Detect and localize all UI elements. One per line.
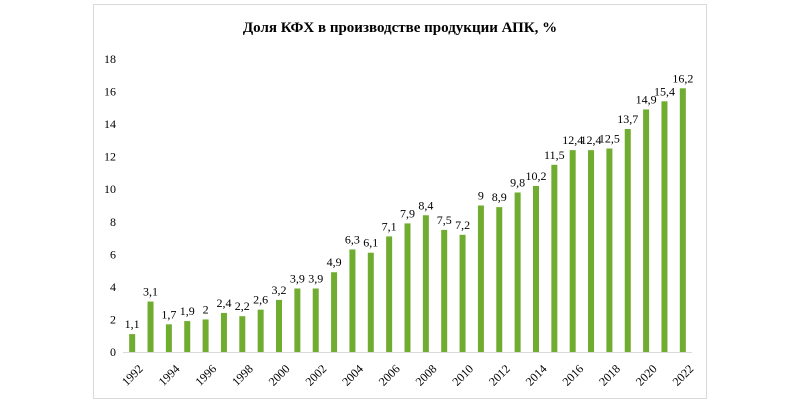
y-tick-label: 12	[104, 150, 116, 164]
data-label: 11,5	[544, 148, 565, 162]
x-tick-label: 2018	[596, 362, 623, 389]
data-label: 15,4	[654, 84, 675, 98]
bar	[257, 309, 264, 352]
data-label: 14,9	[636, 92, 657, 106]
bar	[422, 215, 429, 352]
bar	[367, 252, 374, 352]
data-label: 2	[203, 302, 209, 316]
bar	[184, 321, 191, 352]
data-label: 12,4	[581, 133, 602, 147]
bar	[239, 316, 246, 352]
x-tick-label: 1994	[156, 362, 183, 389]
y-tick-label: 4	[110, 280, 116, 294]
data-label: 7,9	[400, 206, 415, 220]
bar	[459, 234, 466, 352]
data-label: 1,1	[125, 317, 140, 331]
data-label: 6,1	[363, 236, 378, 250]
data-label: 8,4	[418, 198, 433, 212]
data-label: 3,1	[143, 285, 158, 299]
data-label: 9,8	[510, 175, 525, 189]
x-tick-label: 1996	[192, 362, 219, 389]
bar	[312, 288, 319, 352]
data-label: 12,5	[599, 132, 620, 146]
x-tick-label: 1992	[119, 362, 146, 389]
bar	[532, 185, 539, 352]
bar	[349, 249, 356, 352]
bar	[386, 236, 393, 352]
data-label: 12,4	[562, 133, 583, 147]
data-label: 4,9	[327, 255, 342, 269]
y-tick-label: 2	[110, 312, 116, 326]
bar	[220, 312, 227, 352]
data-label: 13,7	[617, 112, 638, 126]
data-label: 3,2	[272, 283, 287, 297]
x-tick-label: 2012	[486, 362, 513, 389]
bar	[551, 164, 558, 352]
data-labels: 1,13,11,7 1,9 2 2,4 2,2 2,63,23,9 3,94,96,3 6,1…	[125, 71, 694, 331]
bar	[129, 334, 136, 352]
bar	[679, 88, 686, 353]
y-tick-label: 6	[110, 247, 116, 261]
data-label: 2,2	[235, 299, 250, 313]
chart-title: Доля КФХ в производстве продукции АПК, %	[242, 20, 558, 36]
data-label: 10,2	[525, 169, 546, 183]
bar	[643, 109, 650, 352]
data-label: 16,2	[672, 71, 693, 85]
x-tick-label: 2020	[633, 362, 660, 389]
x-tick-label: 2006	[376, 362, 403, 389]
bar	[606, 148, 613, 352]
x-tick-label: 2010	[449, 362, 476, 389]
data-label: 8,9	[492, 190, 507, 204]
bar	[588, 150, 595, 352]
y-tick-label: 0	[110, 345, 116, 359]
data-label: 3,9	[308, 272, 323, 286]
y-tick-label: 14	[104, 117, 116, 131]
y-tick-label: 16	[104, 85, 116, 99]
bar	[441, 229, 448, 352]
x-tick-label: 2014	[523, 362, 550, 389]
data-label: 7,5	[437, 213, 452, 227]
bar	[202, 319, 209, 352]
data-label: 9	[478, 189, 484, 203]
bar	[477, 205, 484, 352]
y-tick-label: 18	[104, 52, 116, 66]
x-axis: 1992 1994 1996 1998 2000 2002 2004 2006 2008 2010…	[119, 352, 697, 389]
x-tick-label: 2022	[670, 362, 697, 389]
bar	[496, 207, 503, 352]
bar	[569, 150, 576, 352]
data-label: 7,2	[455, 218, 470, 232]
bar	[276, 299, 283, 352]
bar	[331, 272, 338, 352]
y-tick-label: 10	[104, 182, 116, 196]
y-tick-label: 8	[110, 215, 116, 229]
y-axis: 0 2 4 6 8 10 12 14 16 18	[104, 52, 116, 359]
data-label: 7,1	[382, 219, 397, 233]
x-tick-label: 2004	[339, 362, 366, 389]
x-tick-label: 1998	[229, 362, 256, 389]
bar	[624, 128, 631, 352]
x-tick-label: 2002	[302, 362, 329, 389]
x-tick-label: 2000	[266, 362, 293, 389]
data-label: 2,6	[253, 293, 268, 307]
bar	[294, 288, 301, 352]
bar	[147, 301, 154, 352]
x-tick-label: 2016	[559, 362, 586, 389]
bar	[514, 192, 521, 352]
data-label: 3,9	[290, 272, 305, 286]
bar	[661, 101, 668, 352]
data-label: 2,4	[216, 296, 231, 310]
x-tick-label: 2008	[413, 362, 440, 389]
bar	[404, 223, 411, 352]
data-label: 1,9	[180, 304, 195, 318]
data-label: 6,3	[345, 232, 360, 246]
bars	[129, 88, 686, 353]
bar	[165, 324, 172, 352]
data-label: 1,7	[161, 307, 176, 321]
chart-frame	[93, 4, 707, 399]
